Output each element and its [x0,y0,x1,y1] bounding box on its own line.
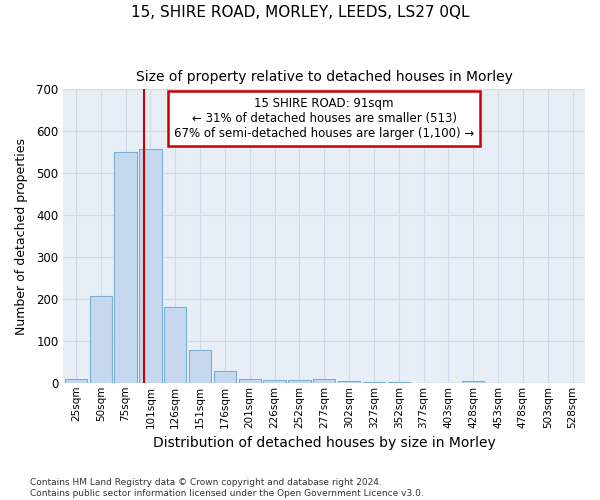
Bar [189,350,211,383]
Bar [263,380,286,383]
Bar [164,308,187,383]
Bar [338,381,360,383]
Bar [313,379,335,383]
Text: Contains HM Land Registry data © Crown copyright and database right 2024.
Contai: Contains HM Land Registry data © Crown c… [30,478,424,498]
Y-axis label: Number of detached properties: Number of detached properties [15,138,28,334]
Bar [115,152,137,383]
Bar [65,378,87,383]
Bar [89,296,112,383]
Text: 15, SHIRE ROAD, MORLEY, LEEDS, LS27 0QL: 15, SHIRE ROAD, MORLEY, LEEDS, LS27 0QL [131,5,469,20]
Bar [214,372,236,383]
Bar [363,382,385,383]
Title: Size of property relative to detached houses in Morley: Size of property relative to detached ho… [136,70,512,84]
Text: 15 SHIRE ROAD: 91sqm
← 31% of detached houses are smaller (513)
67% of semi-deta: 15 SHIRE ROAD: 91sqm ← 31% of detached h… [174,96,475,140]
Bar [239,378,261,383]
Bar [288,380,311,383]
Bar [462,380,484,383]
Bar [139,150,161,383]
X-axis label: Distribution of detached houses by size in Morley: Distribution of detached houses by size … [153,436,496,450]
